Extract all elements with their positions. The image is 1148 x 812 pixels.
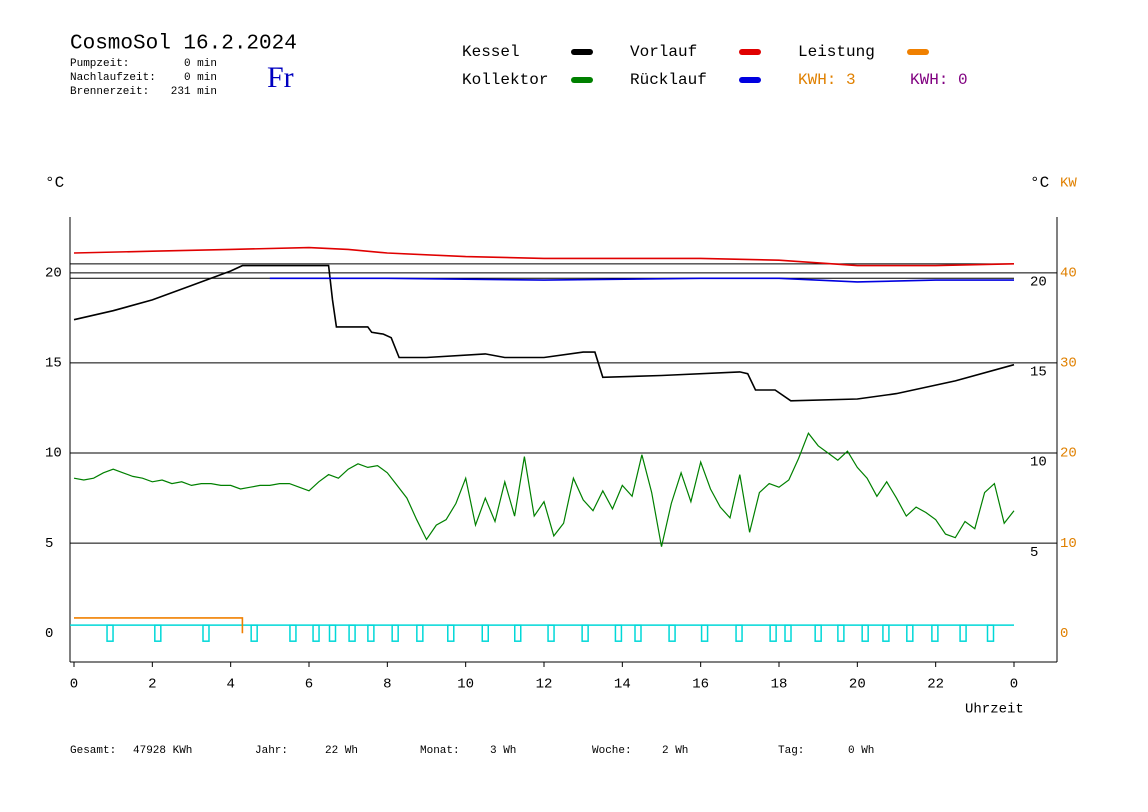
x-tick-label: 14 [614,677,631,693]
x-tick-label: 22 [927,677,944,693]
footer-value: 22 Wh [325,745,358,757]
footer-value: 2 Wh [662,745,688,757]
series-line [73,246,1015,267]
info-value: 0 min [184,72,217,84]
x-tick-label: 12 [536,677,553,693]
x-tick-label: 6 [305,677,313,693]
y-tick-label: 20 [45,266,62,282]
series-line [73,264,1015,402]
info-value: 0 min [184,58,217,70]
y-tick-label: 5 [45,536,53,552]
y-tick-label-right: 10 [1030,455,1047,471]
y-tick-label-right: 15 [1030,365,1047,381]
info-value: 231 min [171,86,217,98]
x-tick-label: 4 [226,677,234,693]
y-tick-label: 10 [45,446,62,462]
info-label: Brennerzeit: [70,86,149,98]
footer-value: 3 Wh [490,745,516,757]
weekday: Fr [267,61,294,94]
info-label: Nachlaufzeit: [70,72,156,84]
footer-label: Monat: [420,745,460,757]
y-tick-label: 0 [45,626,53,642]
legend-label: Kollektor [462,71,548,89]
footer-label: Tag: [778,745,804,757]
kwh-label: KWH: 3 [798,71,856,89]
kwh-label-text: KWH: [910,71,948,89]
x-tick-label: 18 [771,677,788,693]
legend-label: Rücklauf [630,71,707,89]
footer-label: Woche: [592,745,632,757]
y2-axis-label: °C [1030,174,1049,192]
y2-axis-label: KW [1060,176,1077,192]
kwh-value: 0 [958,71,968,89]
x-tick-label: 0 [1010,677,1018,693]
y2-tick-label: 30 [1060,356,1077,372]
legend-label: Kessel [462,43,520,61]
y-tick-label-right: 5 [1030,545,1038,561]
chart-title: CosmoSol 16.2.2024 [70,33,297,56]
y2-tick-label: 40 [1060,266,1077,282]
x-tick-label: 8 [383,677,391,693]
y-axis-label: °C [45,174,64,192]
y2-tick-label: 0 [1060,626,1068,642]
y-tick-label: 15 [45,356,62,372]
x-tick-label: 2 [148,677,156,693]
footer-value: 0 Wh [848,745,874,757]
series-line [74,617,244,634]
footer-label: Jahr: [255,745,288,757]
x-tick-label: 10 [457,677,474,693]
y2-tick-label: 10 [1060,536,1077,552]
info-label: Pumpzeit: [70,58,129,70]
x-tick-label: 16 [692,677,709,693]
y2-tick-label: 20 [1060,446,1077,462]
series-line [269,277,1014,283]
kwh-value: 3 [846,71,856,89]
x-tick-label: 20 [849,677,866,693]
kwh-label: KWH: 0 [910,71,968,89]
kwh-label-text: KWH: [798,71,836,89]
legend-label: Leistung [798,43,875,61]
x-axis-label: Uhrzeit [965,702,1024,718]
series-line [73,431,1015,547]
footer-label: Gesamt: [70,745,116,757]
y-tick-label-right: 20 [1030,275,1047,291]
footer-value: 47928 KWh [133,745,192,757]
x-tick-label: 0 [70,677,78,693]
legend-label: Vorlauf [630,43,697,61]
